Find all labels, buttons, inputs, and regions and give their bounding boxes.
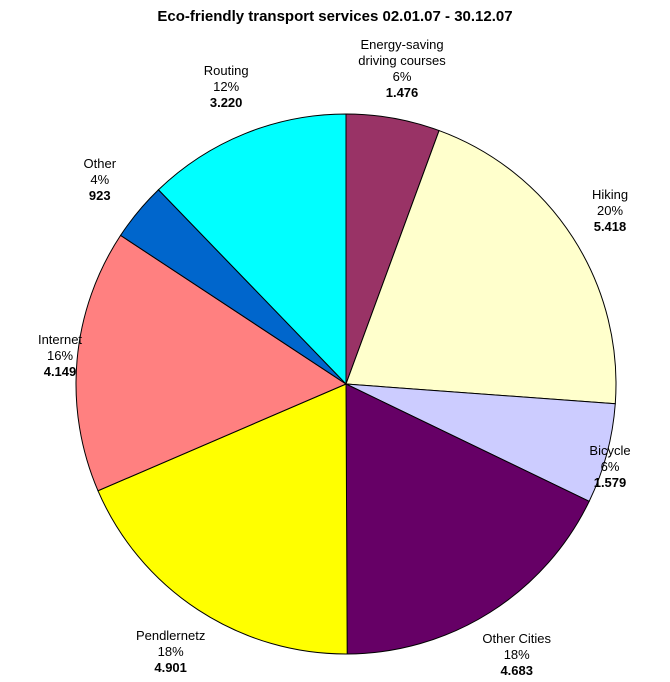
- slice-name: Pendlernetz: [135, 627, 206, 643]
- slice-percent: 18%: [503, 646, 530, 662]
- chart-title: Eco-friendly transport services 02.01.07…: [157, 8, 513, 25]
- slice-name: Routing: [203, 63, 249, 79]
- slice-name: Energy-saving driving courses: [358, 36, 446, 68]
- slice-percent: 12%: [213, 79, 240, 95]
- slice-name: Other: [83, 155, 117, 171]
- slice-percent: 18%: [157, 643, 184, 659]
- slice-value: 4.149: [43, 363, 77, 379]
- slice-label: Other 4% 923: [40, 156, 160, 204]
- slice-label: Other Cities 18% 4.683: [457, 631, 577, 679]
- slice-value: 4.683: [500, 662, 533, 678]
- slice-value: 5.418: [593, 218, 627, 234]
- slice-name: Hiking: [591, 186, 629, 202]
- slice-name: Bicycle: [589, 442, 631, 458]
- slice-percent: 20%: [596, 202, 624, 218]
- pie-slice: [345, 383, 590, 655]
- slice-percent: 4%: [90, 171, 110, 187]
- pie-slice: [157, 113, 347, 386]
- slice-value: 1.579: [593, 474, 627, 490]
- slice-name: Other Cities: [482, 630, 552, 646]
- slice-percent: 6%: [392, 68, 412, 84]
- slice-value: 923: [88, 187, 111, 203]
- slice-percent: 16%: [46, 347, 74, 363]
- pie-slice: [75, 234, 348, 492]
- slice-value: 1.476: [385, 84, 419, 100]
- slice-value: 4.901: [154, 659, 187, 675]
- slice-label: Energy-saving driving courses 6% 1.476: [342, 37, 462, 101]
- pie-slice: [97, 383, 348, 655]
- slice-percent: 6%: [600, 458, 620, 474]
- slice-label: Bicycle 6% 1.579: [550, 443, 670, 491]
- slice-name: Internet: [37, 331, 83, 347]
- slice-label: Pendlernetz 18% 4.901: [111, 628, 231, 676]
- slice-value: 3.220: [209, 95, 243, 111]
- slice-label: Hiking 20% 5.418: [550, 187, 670, 235]
- pie-slice: [345, 129, 617, 405]
- slice-label: Internet 16% 4.149: [0, 332, 120, 380]
- slice-label: Routing 12% 3.220: [166, 63, 286, 111]
